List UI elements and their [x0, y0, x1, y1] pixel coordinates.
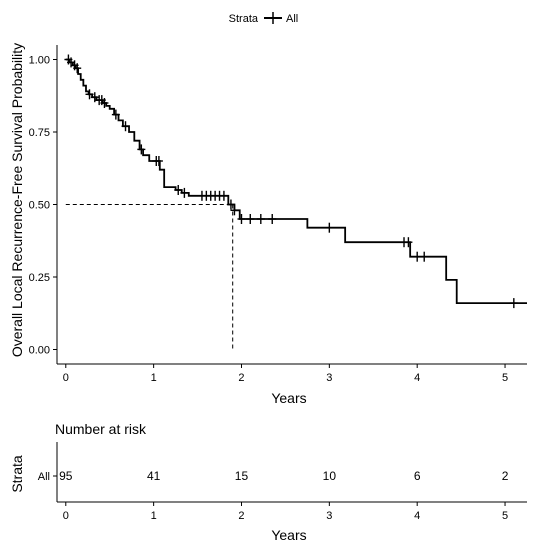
censor-mark [413, 251, 422, 262]
median-lines [65, 204, 234, 350]
risk-count: 2 [502, 469, 509, 483]
censor-mark [100, 98, 109, 108]
risk-table-counts: 95 41 15 10 6 2 [59, 469, 509, 483]
legend-entry-all: All [286, 13, 298, 25]
legend-title: Strata [229, 13, 259, 25]
y-tick-label: 0.75 [29, 127, 50, 139]
risk-row-label: All [38, 471, 50, 483]
risk-count: 95 [59, 469, 73, 483]
x-tick-label: 5 [502, 372, 508, 384]
x-tick-label: 0 [63, 372, 69, 384]
censor-mark [73, 63, 82, 74]
risk-count: 41 [147, 469, 161, 483]
plot-area: Overall Local Recurrence-Free Survival P… [9, 43, 527, 406]
x-tick-label: 2 [238, 372, 244, 384]
risk-x-tick-label: 3 [326, 510, 332, 522]
risk-table-x-title: Years [271, 527, 306, 543]
risk-table: Number at risk Strata Years All 0 1 2 3 4 5 95… [9, 421, 527, 543]
censor-mark [121, 121, 130, 132]
censor-mark [226, 199, 235, 210]
censor-mark [404, 237, 413, 248]
risk-x-tick-label: 5 [502, 510, 508, 522]
x-tick-label: 4 [414, 372, 420, 384]
censor-mark [420, 251, 429, 262]
y-tick-label: 0.25 [29, 272, 50, 284]
censor-mark [154, 156, 163, 166]
y-tick-label: 1.00 [29, 55, 50, 67]
risk-table-axes: All 0 1 2 3 4 5 [38, 442, 527, 522]
y-axis: 0.00 0.25 0.50 0.75 1.00 [29, 45, 58, 364]
y-tick-label: 0.50 [29, 200, 50, 212]
survival-curve-all [65, 58, 527, 304]
x-axis-title: Years [271, 390, 306, 406]
legend: Strata All [229, 12, 298, 25]
censor-mark [137, 144, 146, 155]
risk-table-title: Number at risk [55, 421, 147, 437]
x-tick-label: 3 [326, 372, 332, 384]
censor-mark [246, 214, 255, 224]
censor-mark [237, 214, 246, 224]
risk-x-tick-label: 1 [151, 510, 157, 522]
y-axis-title: Overall Local Recurrence-Free Survival P… [9, 43, 25, 357]
x-axis: 0 1 2 3 4 5 [57, 363, 527, 384]
y-tick-label: 0.00 [29, 345, 50, 357]
risk-count: 15 [235, 469, 249, 483]
censor-mark [325, 222, 334, 233]
censor-mark [85, 89, 94, 100]
censor-mark [219, 190, 228, 201]
risk-count: 6 [414, 469, 421, 483]
risk-table-y-title: Strata [9, 455, 25, 493]
censor-mark [180, 187, 189, 198]
censor-mark [268, 214, 277, 224]
censor-mark [256, 214, 265, 224]
legend-key-symbol [264, 12, 282, 24]
censor-mark [230, 205, 239, 216]
risk-x-tick-label: 4 [414, 510, 420, 522]
risk-x-tick-label: 0 [63, 510, 69, 522]
series-group [64, 54, 527, 309]
censor-mark [111, 109, 120, 120]
risk-count: 10 [323, 469, 337, 483]
x-tick-label: 1 [151, 372, 157, 384]
censor-mark [509, 298, 518, 309]
censor-mark [90, 92, 99, 103]
risk-x-tick-label: 2 [238, 510, 244, 522]
censor-mark [174, 185, 183, 195]
